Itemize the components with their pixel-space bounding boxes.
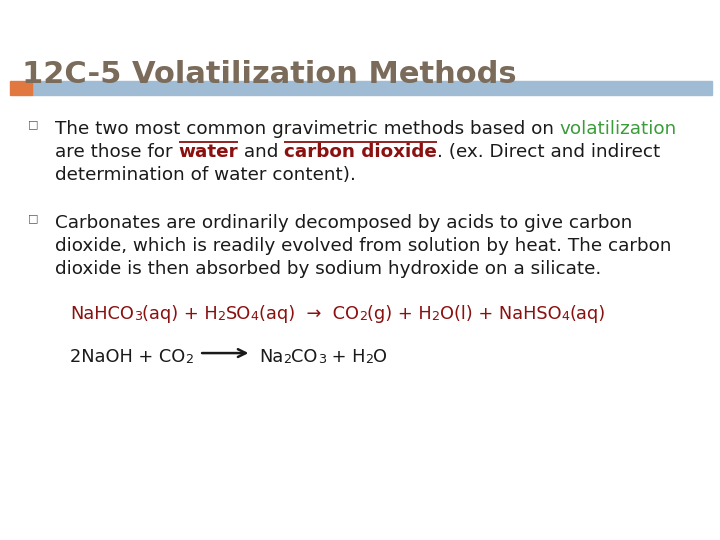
Text: Carbonates are ordinarily decomposed by acids to give carbon: Carbonates are ordinarily decomposed by … — [55, 214, 632, 232]
Text: are those for: are those for — [55, 143, 179, 161]
Text: dioxide, which is readily evolved from solution by heat. The carbon: dioxide, which is readily evolved from s… — [55, 237, 672, 255]
Text: O(l) + NaHSO: O(l) + NaHSO — [439, 305, 561, 323]
Text: □: □ — [28, 119, 38, 129]
Text: 12C-5 Volatilization Methods: 12C-5 Volatilization Methods — [22, 60, 517, 89]
Text: 3: 3 — [318, 353, 326, 366]
Text: 2: 2 — [217, 310, 225, 323]
Text: 2: 2 — [185, 353, 193, 366]
Text: 2: 2 — [431, 310, 439, 323]
Text: The two most common gravimetric methods based on: The two most common gravimetric methods … — [55, 120, 560, 138]
Text: SO: SO — [225, 305, 251, 323]
Text: 4: 4 — [561, 310, 569, 323]
Text: NaHCO: NaHCO — [70, 305, 134, 323]
Text: CO: CO — [292, 348, 318, 366]
Text: . (ex. Direct and indirect: . (ex. Direct and indirect — [437, 143, 660, 161]
Bar — [10, 81, 32, 95]
Text: (aq)  →  CO: (aq) → CO — [259, 305, 359, 323]
Text: 2NaOH + CO: 2NaOH + CO — [70, 348, 185, 366]
Text: and: and — [238, 143, 284, 161]
Text: carbon dioxide: carbon dioxide — [284, 143, 437, 161]
Text: Na: Na — [259, 348, 284, 366]
Text: O: O — [374, 348, 387, 366]
Text: (aq): (aq) — [569, 305, 606, 323]
Text: + H: + H — [326, 348, 365, 366]
Text: determination of water content).: determination of water content). — [55, 166, 356, 184]
Text: 4: 4 — [251, 310, 259, 323]
Text: 3: 3 — [134, 310, 142, 323]
Text: 2: 2 — [359, 310, 367, 323]
Text: □: □ — [28, 213, 38, 224]
Text: (aq) + H: (aq) + H — [142, 305, 217, 323]
Text: 2: 2 — [365, 353, 374, 366]
Text: dioxide is then absorbed by sodium hydroxide on a silicate.: dioxide is then absorbed by sodium hydro… — [55, 260, 601, 278]
Text: 2: 2 — [284, 353, 292, 366]
Bar — [32, 81, 712, 95]
Text: water: water — [179, 143, 238, 161]
Text: volatilization: volatilization — [560, 120, 677, 138]
Text: (g) + H: (g) + H — [367, 305, 431, 323]
